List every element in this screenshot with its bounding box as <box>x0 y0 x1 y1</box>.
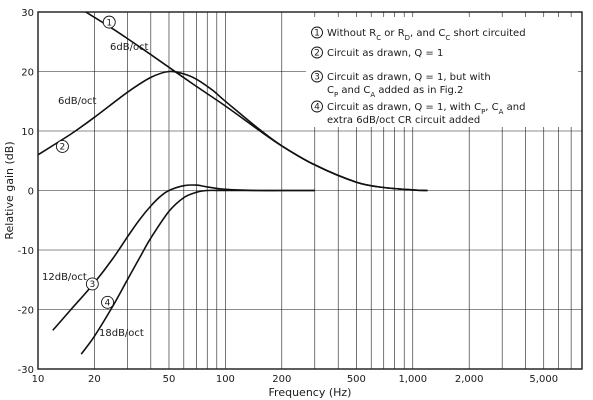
svg-text:3: 3 <box>89 280 95 290</box>
legend-label: Without RC or RD, and CC short circuited <box>327 28 526 42</box>
x-tick-label: 20 <box>88 374 101 385</box>
curves <box>38 12 428 355</box>
legend-item: 1 Without RC or RD, and CC short circuite… <box>311 26 526 42</box>
slope-label-3: 12dB/oct <box>42 272 87 283</box>
svg-text:4: 4 <box>105 299 111 309</box>
curve-3-marker: 3 <box>85 277 99 291</box>
x-tick-label: 500 <box>347 374 366 385</box>
y-tick-label: 20 <box>21 68 34 79</box>
y-tick-label: -20 <box>18 306 34 317</box>
y-tick-label: 0 <box>28 187 34 198</box>
legend-label: Circuit as drawn, Q = 1 <box>327 48 443 59</box>
legend-label: Circuit as drawn, Q = 1, but with <box>327 72 491 83</box>
series-line-2 <box>38 70 428 192</box>
legend-label: CP and CA added as in Fig.2 <box>327 85 463 99</box>
y-tick-label: -30 <box>18 365 34 376</box>
x-tick-label: 200 <box>272 374 291 385</box>
x-tick-label: 5,000 <box>529 374 558 385</box>
legend-number: 1 <box>314 29 320 39</box>
legend-label: Circuit as drawn, Q = 1, with CP, CA and <box>327 102 525 116</box>
x-tick-label: 10 <box>32 374 45 385</box>
legend-marker <box>311 46 323 59</box>
x-tick-label: 1,000 <box>398 374 427 385</box>
legend-label: extra 6dB/oct CR circuit added <box>327 115 480 126</box>
legend: 1 Without RC or RD, and CC short circuite… <box>311 26 526 126</box>
legend-marker <box>311 26 323 39</box>
x-tick-label: 50 <box>163 374 176 385</box>
svg-text:2: 2 <box>60 143 66 153</box>
legend-marker <box>311 100 323 113</box>
tick-labels: 10 20 50 100 200 500 1,000 2,000 5,0003020100-10… <box>18 8 558 385</box>
y-tick-label: 30 <box>21 8 34 19</box>
annotations: 1 2 34 6dB/oct 6dB/oct 12dB/oct 18dB/oct <box>42 15 149 339</box>
legend-box <box>306 17 578 127</box>
x-tick-label: 100 <box>216 374 235 385</box>
slope-label-1: 6dB/oct <box>110 42 149 53</box>
legend-number: 3 <box>314 73 320 83</box>
curve-2-marker: 2 <box>55 140 69 153</box>
svg-text:1: 1 <box>106 18 112 28</box>
y-tick-label: 10 <box>21 127 34 138</box>
legend-number: 2 <box>314 49 320 59</box>
plot-frame <box>37 11 583 370</box>
series-line-4 <box>80 189 315 355</box>
x-axis-label: Frequency (Hz) <box>269 386 352 399</box>
y-tick-label: -10 <box>18 246 34 257</box>
legend-item: 4 Circuit as drawn, Q = 1, with CP, CA an… <box>311 100 525 126</box>
slope-label-4: 18dB/oct <box>99 328 144 339</box>
legend-item: 2 Circuit as drawn, Q = 1 <box>311 46 443 59</box>
slope-label-2: 6dB/oct <box>58 96 97 107</box>
y-axis-label: Relative gain (dB) <box>3 141 16 239</box>
legend-item: 3 Circuit as drawn, Q = 1, but with CP and… <box>311 70 491 99</box>
legend-number: 4 <box>314 103 320 113</box>
curve-4-marker: 4 <box>101 295 114 309</box>
curve-1-marker: 1 <box>102 15 116 29</box>
legend-marker <box>311 70 323 83</box>
x-tick-label: 2,000 <box>455 374 484 385</box>
